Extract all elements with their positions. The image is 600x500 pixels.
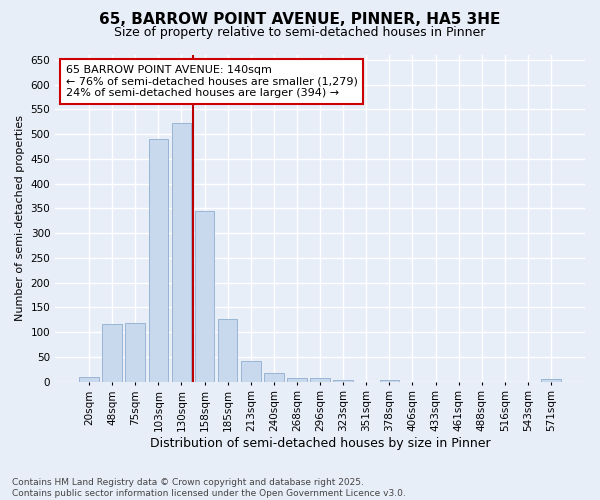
Bar — [172, 124, 191, 382]
Bar — [79, 376, 99, 382]
Bar — [195, 211, 214, 382]
Bar — [541, 379, 561, 382]
Bar — [149, 139, 168, 382]
Bar — [380, 380, 399, 382]
Bar — [103, 324, 122, 382]
Text: 65, BARROW POINT AVENUE, PINNER, HA5 3HE: 65, BARROW POINT AVENUE, PINNER, HA5 3HE — [100, 12, 500, 28]
Text: 65 BARROW POINT AVENUE: 140sqm
← 76% of semi-detached houses are smaller (1,279): 65 BARROW POINT AVENUE: 140sqm ← 76% of … — [66, 65, 358, 98]
Bar — [287, 378, 307, 382]
Text: Size of property relative to semi-detached houses in Pinner: Size of property relative to semi-detach… — [115, 26, 485, 39]
Text: Contains HM Land Registry data © Crown copyright and database right 2025.
Contai: Contains HM Land Registry data © Crown c… — [12, 478, 406, 498]
Bar — [218, 319, 238, 382]
X-axis label: Distribution of semi-detached houses by size in Pinner: Distribution of semi-detached houses by … — [150, 437, 490, 450]
Bar — [125, 324, 145, 382]
Bar — [264, 373, 284, 382]
Y-axis label: Number of semi-detached properties: Number of semi-detached properties — [15, 116, 25, 322]
Bar — [241, 361, 260, 382]
Bar — [334, 380, 353, 382]
Bar — [310, 378, 330, 382]
